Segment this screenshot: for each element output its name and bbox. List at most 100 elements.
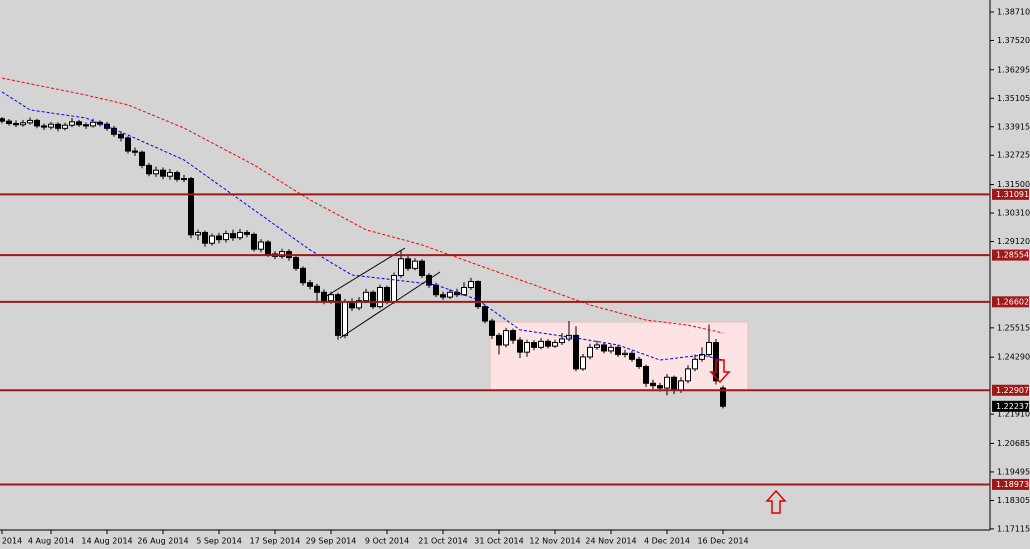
candle-body [720,387,726,407]
candle-body [265,241,271,255]
candle-body [517,339,523,353]
candle-body [237,231,243,239]
candle-body [636,358,642,367]
candle-body [97,121,103,125]
level-label-box [992,188,1029,200]
candle-body [328,294,334,302]
candle-body [482,306,488,322]
candle-body [27,119,33,124]
candle-body [552,342,558,347]
candle-body [209,235,215,244]
candle-body [300,267,306,284]
candle-body [671,376,677,391]
candle-body [48,123,54,128]
level-label: 1.22907 [996,386,1029,395]
x-tick-label: 21 Oct 2014 [418,537,467,546]
candle-body [629,352,635,360]
down-arrow [709,359,731,384]
candle-body [62,124,68,129]
candle-body [657,385,663,389]
candle-body [370,291,376,308]
candle-body [573,334,579,370]
candle-body [356,300,362,309]
level-label: 1.26602 [996,297,1029,306]
y-tick-label: 1.24290 [997,353,1030,362]
candle-body [461,287,467,296]
x-tick-label: 4 Dec 2014 [644,537,690,546]
candle-body [608,346,614,352]
candle-body [342,301,348,336]
candle-body [650,382,656,387]
x-tick-label: 2014 [2,537,22,546]
y-tick-label: 1.20685 [997,439,1030,448]
candle-body [258,241,264,250]
candle-body [202,231,208,244]
candle-body [594,344,600,348]
candle-body [685,368,691,382]
level-label-box [992,384,1029,396]
y-tick-label: 1.30310 [997,209,1030,218]
candle-body [538,340,544,348]
candle-body [69,121,75,126]
y-tick-label: 1.31500 [997,180,1030,189]
moving-average [1,91,724,361]
y-tick-label: 1.25515 [997,323,1030,332]
candle-body [489,320,495,336]
candle-body [580,356,586,370]
candle-body [146,164,152,175]
candle-body [125,137,131,152]
candle-body [0,118,5,122]
y-tick-label: 1.37520 [997,36,1030,45]
candle-body [132,150,138,153]
candle-body [41,125,47,128]
candle-body [160,169,166,177]
x-tick-label: 24 Nov 2014 [585,537,636,546]
candle-body [216,235,222,241]
x-tick-label: 4 Aug 2014 [28,537,74,546]
y-tick-label: 1.29120 [997,237,1030,246]
candle-body [384,287,390,303]
candle-body [293,257,299,269]
level-label: 1.18973 [996,480,1029,489]
candle-body [468,281,474,289]
y-tick-label: 1.33915 [997,122,1030,131]
up-arrow [765,489,787,514]
candle-body [545,340,551,347]
candle-body [244,231,250,235]
candle-body [174,172,180,180]
candle-body [139,151,145,166]
candle-body [587,346,593,358]
candle-body [496,334,502,346]
candle-body [706,342,712,356]
candle-body [13,123,19,126]
candle-body [503,330,509,346]
y-tick-label: 1.32725 [997,151,1030,160]
candle-body [678,380,684,391]
candle-body [167,172,173,177]
candle-body [622,352,628,356]
candle-body [398,258,404,277]
candle-body [6,120,12,125]
last-price-label: 1.22237 [996,402,1029,411]
level-label-box [992,296,1029,308]
candle-body [524,342,530,353]
candle-body [412,260,418,269]
candle-body [335,294,341,336]
candle-body [153,169,159,175]
y-tick-label: 1.19495 [997,467,1030,476]
level-label-box [992,249,1029,261]
candle-body [615,346,621,356]
candle-body [377,287,383,308]
plot [0,77,726,409]
level-label: 1.28554 [996,251,1029,260]
candle-body [55,123,61,129]
candle-body [251,233,257,250]
candle-body [314,285,320,293]
x-tick-label: 29 Sep 2014 [306,537,357,546]
level-label-box [992,478,1029,490]
x-tick-label: 5 Sep 2014 [196,537,242,546]
candle-body [601,344,607,352]
